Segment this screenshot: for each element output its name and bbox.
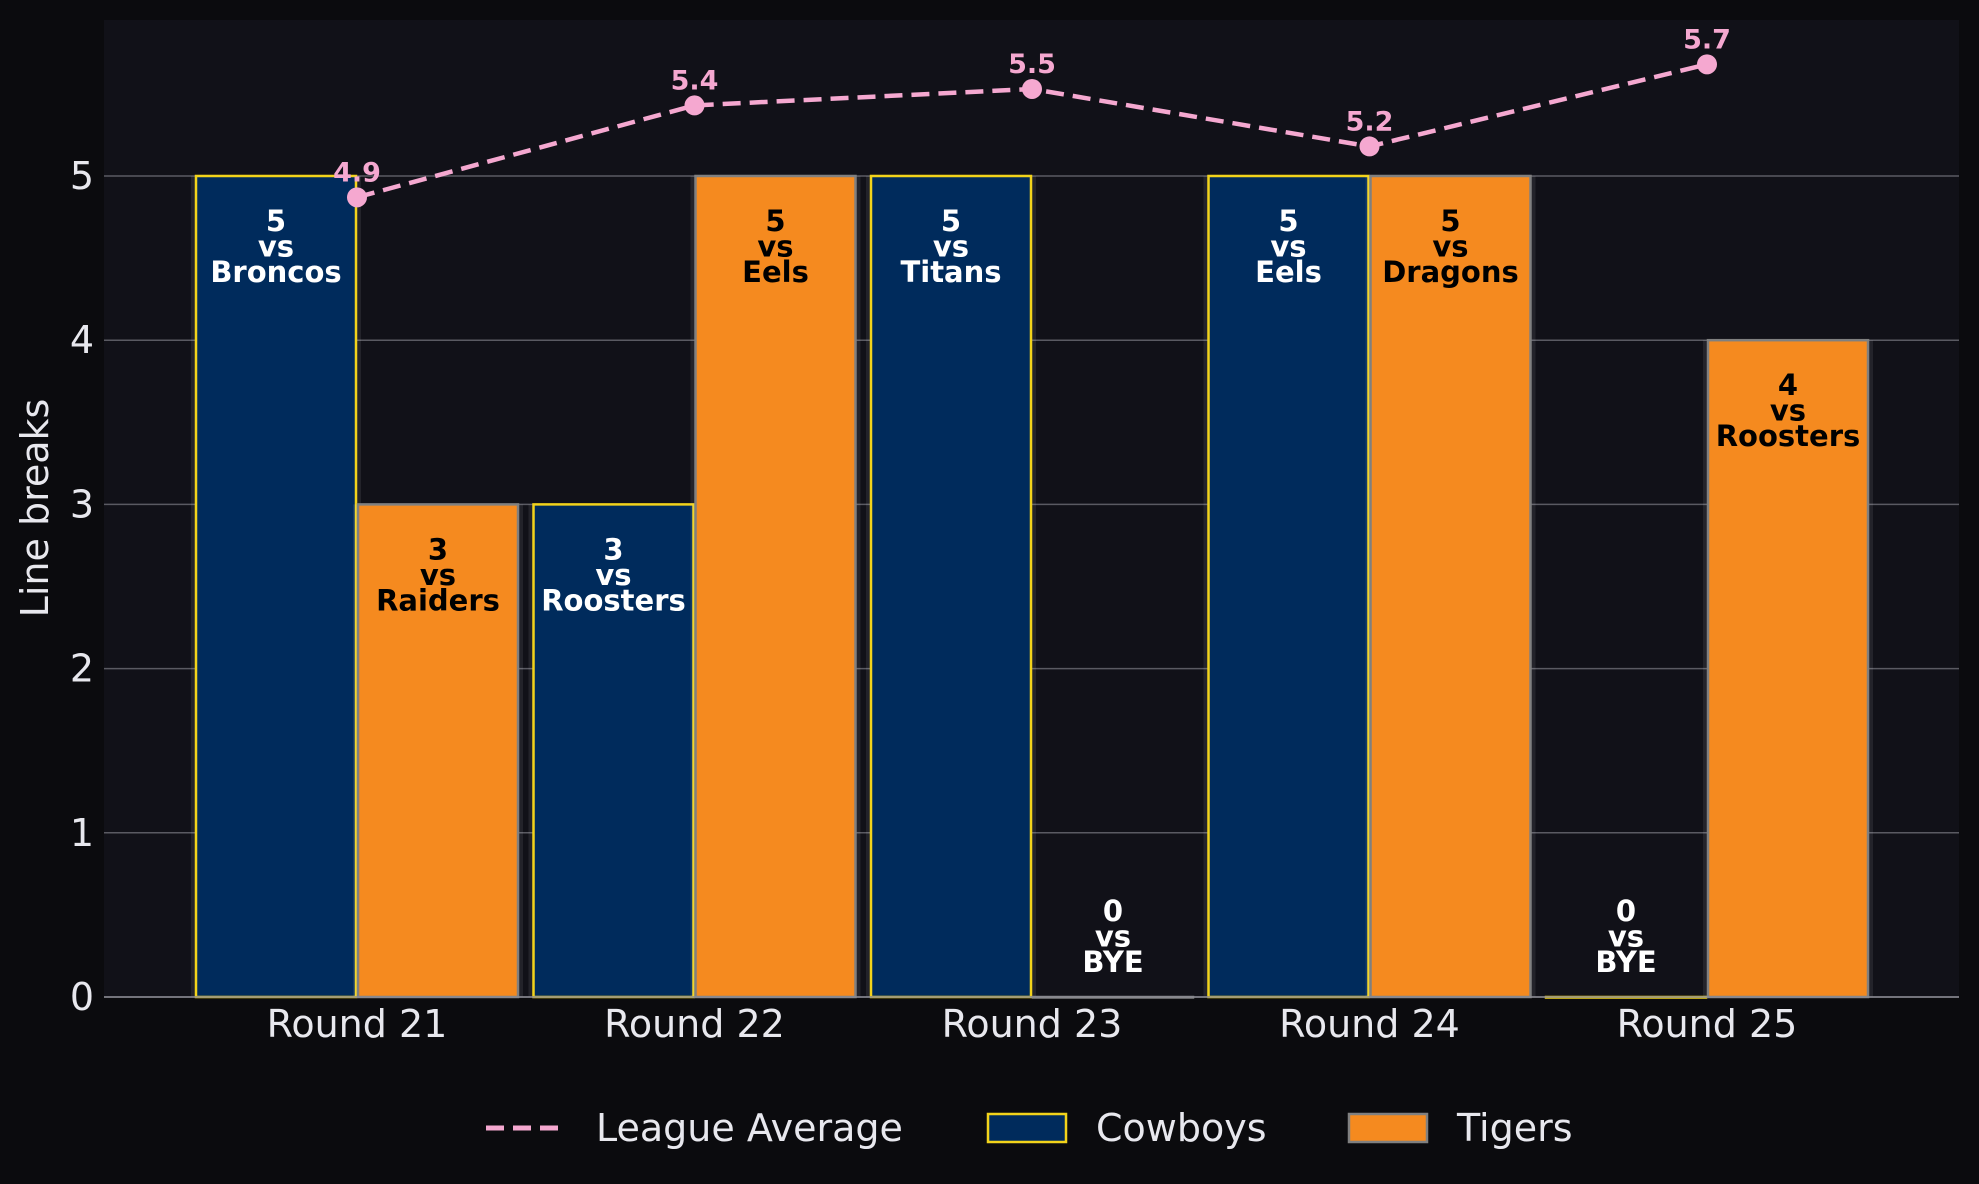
league-average-label: 5.4 bbox=[671, 65, 719, 96]
bar-label: 0 bbox=[1616, 894, 1636, 928]
bar-label: 5 bbox=[1440, 204, 1460, 238]
bars: 5vsBroncos3vsRaiders3vsRoosters5vsEels5v… bbox=[191, 174, 1873, 999]
bar-label: 4 bbox=[1778, 368, 1798, 402]
x-tick-label: Round 25 bbox=[1617, 1002, 1798, 1046]
bar-label: 5 bbox=[266, 204, 286, 238]
league-average-point bbox=[1359, 136, 1380, 157]
bar-label: BYE bbox=[1082, 945, 1143, 979]
y-tick-label: 5 bbox=[70, 154, 94, 198]
bar-label: vs bbox=[1608, 920, 1644, 954]
bar-label: Roosters bbox=[1716, 419, 1861, 453]
bar-label: Roosters bbox=[541, 583, 686, 617]
legend-label: League Average bbox=[596, 1106, 903, 1150]
bar-label: Broncos bbox=[210, 255, 341, 289]
bar-label: vs bbox=[1432, 229, 1468, 263]
x-tick-label: Round 21 bbox=[267, 1002, 448, 1046]
bar-tigers bbox=[356, 503, 520, 999]
legend-swatch-cowboys bbox=[986, 1112, 1068, 1144]
bar-label: vs bbox=[1095, 920, 1131, 954]
league-average-line: 4.9 5.4 5.5 5.2 5.7 bbox=[333, 24, 1731, 208]
bar-label: vs bbox=[595, 558, 631, 592]
bar-label: vs bbox=[933, 229, 969, 263]
bar-label: Dragons bbox=[1382, 255, 1519, 289]
legend-label: Cowboys bbox=[1096, 1106, 1267, 1150]
league-average-label: 5.7 bbox=[1683, 24, 1731, 55]
league-average-label: 5.2 bbox=[1346, 106, 1394, 137]
axes: 0 1 2 3 4 5 Round 21 Round 22 Round 23 Round 24 Ro… bbox=[70, 154, 1959, 1046]
bar-label: vs bbox=[1270, 229, 1306, 263]
bar-label: vs bbox=[258, 229, 294, 263]
bar-tigers bbox=[1706, 338, 1870, 999]
bar-cowboys bbox=[1207, 174, 1370, 999]
league-average-label: 4.9 bbox=[333, 157, 381, 188]
bar-label: BYE bbox=[1595, 945, 1656, 979]
legend: League Average Cowboys Tigers bbox=[486, 1106, 1573, 1150]
league-average-point bbox=[1022, 78, 1042, 99]
bar-label: Eels bbox=[1255, 255, 1322, 289]
bar-label: 0 bbox=[1103, 894, 1123, 928]
x-tick-label: Round 23 bbox=[942, 1002, 1123, 1046]
bar-tigers bbox=[1369, 174, 1532, 999]
y-axis-label: Line breaks bbox=[13, 399, 57, 618]
y-tick-label: 0 bbox=[70, 975, 94, 1019]
legend-swatch-tigers bbox=[1347, 1112, 1429, 1144]
y-tick-label: 4 bbox=[70, 318, 94, 362]
bar-label: Eels bbox=[742, 255, 809, 289]
league-average-point bbox=[1697, 54, 1717, 75]
bar-label: 3 bbox=[603, 532, 623, 566]
y-tick-label: 3 bbox=[70, 482, 94, 526]
bar-label: Raiders bbox=[376, 583, 500, 617]
league-average-label: 5.5 bbox=[1008, 49, 1056, 80]
bar-label: 3 bbox=[428, 532, 448, 566]
bar-label: vs bbox=[420, 558, 456, 592]
legend-label: Tigers bbox=[1456, 1106, 1573, 1150]
bar-label: 5 bbox=[1278, 204, 1298, 238]
bar-label: 5 bbox=[941, 204, 961, 238]
bar-label: Titans bbox=[900, 255, 1001, 289]
x-tick-label: Round 22 bbox=[604, 1002, 785, 1046]
bar-label: vs bbox=[757, 229, 793, 263]
y-tick-label: 2 bbox=[70, 647, 94, 691]
league-average-point bbox=[684, 95, 705, 116]
bar-cowboys bbox=[194, 174, 358, 999]
bar-label: vs bbox=[1770, 394, 1806, 428]
y-tick-label: 1 bbox=[70, 811, 94, 855]
bar-cowboys bbox=[869, 174, 1033, 999]
bar-label: 5 bbox=[765, 204, 785, 238]
bar-tigers bbox=[694, 174, 857, 999]
x-tick-label: Round 24 bbox=[1279, 1002, 1460, 1046]
bar-cowboys bbox=[532, 503, 695, 999]
league-average-point bbox=[347, 187, 367, 208]
